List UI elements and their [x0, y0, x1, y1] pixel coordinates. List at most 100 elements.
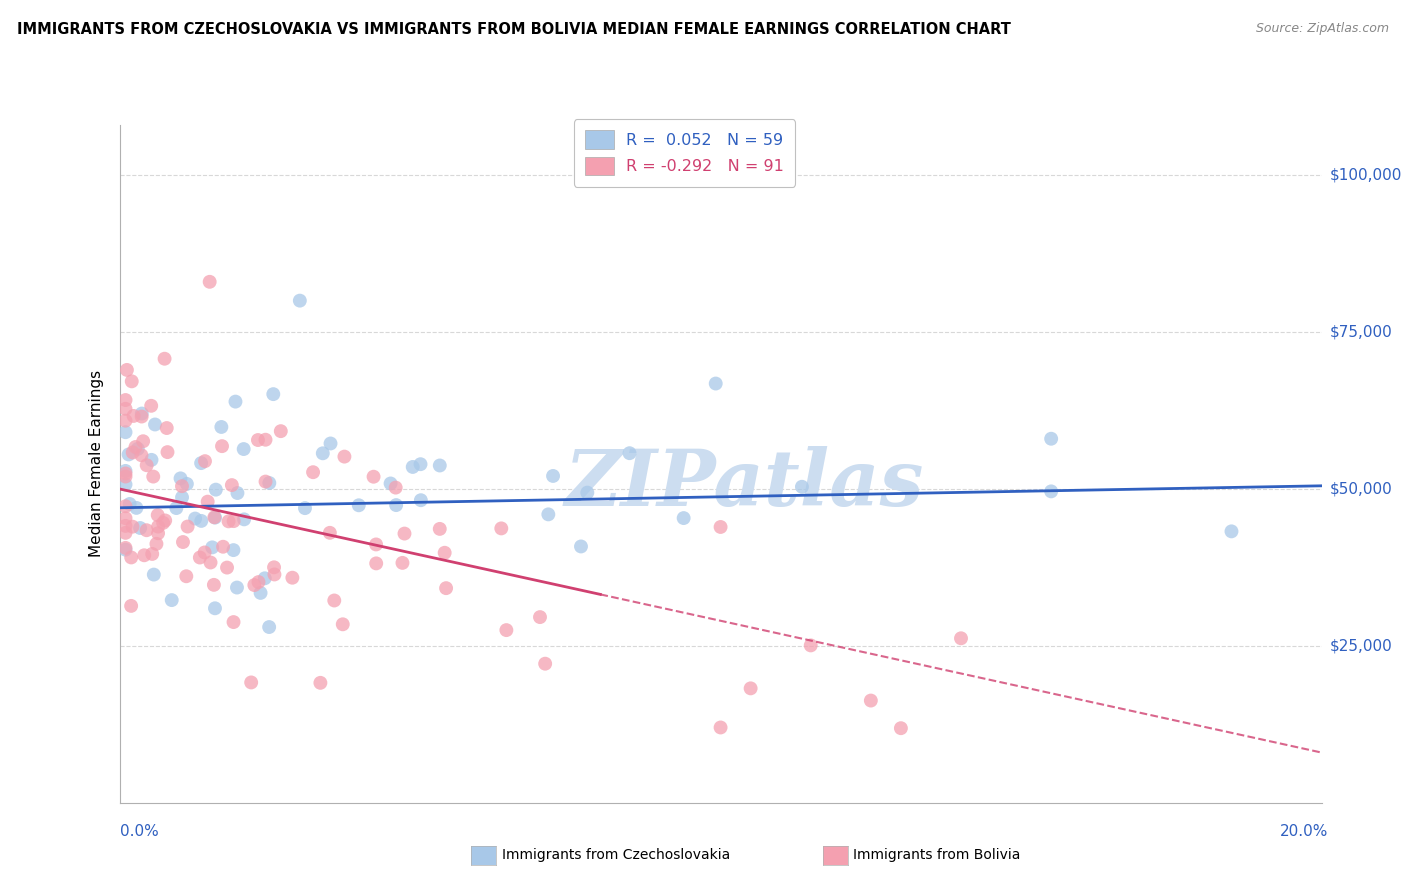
- Point: [312, 446, 335, 460]
- Point: [184, 511, 207, 525]
- Point: [160, 593, 183, 607]
- Point: [434, 581, 457, 595]
- Text: Source: ZipAtlas.com: Source: ZipAtlas.com: [1256, 22, 1389, 36]
- Point: [176, 519, 198, 533]
- Point: [319, 436, 342, 450]
- Point: [391, 556, 413, 570]
- Point: [198, 275, 221, 289]
- Point: [253, 571, 276, 585]
- Point: [115, 363, 138, 377]
- Text: Immigrants from Czechoslovakia: Immigrants from Czechoslovakia: [502, 847, 730, 862]
- Point: [363, 469, 385, 483]
- Point: [249, 586, 271, 600]
- Point: [366, 557, 388, 571]
- Point: [188, 550, 211, 565]
- Point: [1040, 432, 1063, 446]
- Point: [394, 526, 416, 541]
- Point: [121, 375, 143, 389]
- Point: [1220, 524, 1243, 539]
- Point: [259, 475, 281, 490]
- Point: [212, 540, 235, 554]
- Point: [294, 501, 316, 516]
- Point: [409, 493, 432, 508]
- Point: [131, 407, 153, 421]
- Point: [204, 601, 226, 615]
- Point: [135, 458, 157, 473]
- Point: [114, 525, 136, 540]
- Point: [270, 424, 292, 438]
- Point: [170, 479, 193, 493]
- Point: [323, 593, 346, 607]
- Point: [153, 513, 176, 527]
- Point: [114, 425, 136, 440]
- Point: [152, 516, 174, 530]
- Point: [263, 567, 285, 582]
- Point: [402, 459, 425, 474]
- Point: [202, 578, 225, 592]
- Point: [120, 550, 142, 565]
- Text: ZIPatlas: ZIPatlas: [565, 446, 924, 523]
- Point: [169, 471, 191, 485]
- Point: [146, 526, 169, 541]
- Point: [262, 387, 284, 401]
- Point: [131, 448, 153, 462]
- Point: [190, 456, 212, 470]
- Point: [156, 421, 179, 435]
- Point: [226, 486, 249, 500]
- Point: [141, 399, 163, 413]
- Text: $50,000: $50,000: [1330, 482, 1393, 497]
- Point: [194, 545, 217, 559]
- Point: [254, 433, 277, 447]
- Point: [114, 464, 136, 478]
- Point: [201, 541, 224, 555]
- Point: [263, 560, 285, 574]
- Point: [704, 376, 727, 391]
- Point: [114, 541, 136, 555]
- Point: [124, 440, 146, 454]
- Point: [243, 578, 266, 592]
- Point: [541, 469, 564, 483]
- Point: [409, 457, 432, 471]
- Point: [114, 511, 136, 525]
- Point: [194, 454, 217, 468]
- Point: [790, 480, 813, 494]
- Text: $100,000: $100,000: [1330, 168, 1402, 183]
- Y-axis label: Median Female Earnings: Median Female Earnings: [89, 370, 104, 558]
- Point: [190, 514, 212, 528]
- Point: [142, 469, 165, 483]
- Point: [176, 477, 198, 491]
- Point: [145, 537, 167, 551]
- Point: [233, 512, 256, 526]
- Point: [205, 483, 228, 497]
- Point: [209, 420, 232, 434]
- Point: [429, 458, 451, 473]
- Point: [569, 540, 592, 554]
- Text: Immigrants from Bolivia: Immigrants from Bolivia: [853, 847, 1021, 862]
- Point: [491, 521, 513, 535]
- Point: [127, 442, 149, 456]
- Point: [232, 442, 254, 456]
- Point: [114, 401, 136, 416]
- Point: [537, 508, 560, 522]
- Point: [347, 498, 370, 512]
- Text: 20.0%: 20.0%: [1281, 824, 1329, 838]
- Point: [672, 511, 695, 525]
- Point: [176, 569, 198, 583]
- Point: [114, 467, 136, 481]
- Point: [211, 439, 233, 453]
- Point: [302, 465, 325, 479]
- Point: [129, 521, 152, 535]
- Text: IMMIGRANTS FROM CZECHOSLOVAKIA VS IMMIGRANTS FROM BOLIVIA MEDIAN FEMALE EARNINGS: IMMIGRANTS FROM CZECHOSLOVAKIA VS IMMIGR…: [17, 22, 1011, 37]
- Point: [118, 497, 141, 511]
- Point: [257, 620, 280, 634]
- Legend: R =  0.052   N = 59, R = -0.292   N = 91: R = 0.052 N = 59, R = -0.292 N = 91: [574, 120, 796, 186]
- Point: [200, 556, 222, 570]
- Point: [224, 394, 246, 409]
- Point: [114, 469, 136, 483]
- Point: [114, 500, 136, 514]
- Point: [709, 520, 731, 534]
- Point: [114, 392, 136, 407]
- Point: [120, 599, 142, 613]
- Point: [288, 293, 311, 308]
- Point: [246, 433, 269, 447]
